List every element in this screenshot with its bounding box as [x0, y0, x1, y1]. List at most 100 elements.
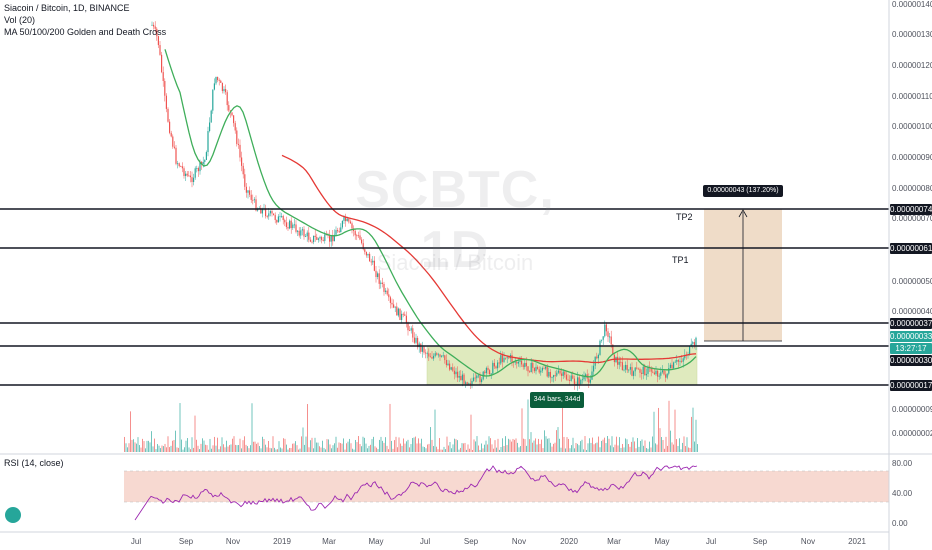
volume-bar	[355, 439, 356, 452]
candle	[191, 171, 193, 188]
candle	[212, 89, 214, 114]
volume-bar	[343, 438, 344, 452]
volume-bar	[472, 449, 473, 452]
volume-bar	[490, 438, 491, 452]
volume-bar	[376, 447, 377, 452]
volume-bar	[595, 443, 596, 452]
volume-bar	[238, 445, 239, 452]
candle	[321, 235, 323, 244]
volume-bar	[628, 444, 629, 452]
candle	[564, 370, 566, 378]
volume-bar	[446, 436, 448, 452]
candle	[370, 258, 372, 266]
candle	[332, 229, 334, 246]
tp2-label: TP2	[676, 212, 693, 222]
candle	[236, 127, 238, 147]
volume-bar	[535, 438, 536, 452]
price-tag: 0.00000037	[890, 318, 932, 329]
tradingview-logo-icon[interactable]	[5, 507, 21, 523]
candle	[244, 168, 246, 191]
rsi-legend[interactable]: RSI (14, close)	[4, 458, 64, 468]
volume-bar	[539, 443, 541, 452]
volume-bar	[440, 449, 442, 452]
volume-bar	[671, 442, 673, 452]
volume-bar	[638, 446, 640, 452]
volume-bar	[251, 403, 253, 452]
candle	[338, 227, 340, 234]
candle	[498, 357, 500, 368]
volume-bar	[506, 445, 508, 452]
candle	[428, 348, 430, 361]
price-tag: 0.00000030	[890, 355, 932, 366]
volume-bar	[223, 444, 224, 452]
candle	[386, 287, 388, 296]
volume-bar	[169, 447, 170, 452]
volume-bar	[487, 444, 488, 452]
volume-bar	[212, 445, 214, 452]
volume-bar	[607, 436, 608, 452]
volume-bar	[304, 444, 305, 452]
candle	[316, 233, 318, 241]
candle	[540, 366, 542, 376]
candle	[231, 112, 233, 117]
candle	[565, 371, 567, 381]
candle	[181, 162, 183, 173]
candle	[444, 354, 446, 364]
volume-bar	[529, 439, 530, 452]
candle	[169, 119, 171, 135]
volume-bar	[640, 440, 641, 452]
time-axis-label: 2021	[848, 537, 866, 546]
volume-bar	[137, 437, 139, 452]
tp1-label: TP1	[672, 255, 689, 265]
volume-legend[interactable]: Vol (20)	[4, 15, 36, 25]
volume-bar	[680, 449, 682, 452]
ma-legend[interactable]: MA 50/100/200 Golden and Death Cross	[4, 27, 167, 37]
volume-bar	[362, 436, 364, 452]
volume-bar	[155, 449, 157, 452]
volume-bar	[401, 445, 403, 452]
volume-bar	[182, 449, 184, 452]
candle	[605, 322, 607, 336]
candle	[159, 41, 161, 56]
rsi-band	[124, 471, 889, 502]
volume-bar	[367, 448, 368, 452]
volume-bar	[136, 443, 137, 452]
volume-bar	[307, 404, 308, 452]
volume-bar	[553, 443, 554, 452]
volume-bar	[568, 438, 569, 452]
volume-bar	[353, 449, 355, 452]
volume-bar	[469, 448, 470, 452]
candle	[674, 359, 676, 363]
volume-bar	[503, 445, 505, 452]
volume-bar	[544, 430, 545, 452]
candle	[461, 370, 463, 387]
time-axis-label: Mar	[322, 537, 336, 546]
volume-bar	[329, 444, 331, 452]
volume-bar	[338, 442, 340, 452]
volume-bar	[493, 448, 494, 452]
volume-bar	[436, 446, 437, 452]
candle	[165, 93, 167, 113]
symbol-legend[interactable]: Siacoin / Bitcoin, 1D, BINANCE	[4, 3, 130, 13]
volume-bar	[509, 439, 511, 452]
volume-bar	[163, 446, 164, 452]
candle	[637, 367, 639, 370]
volume-bar	[328, 439, 329, 452]
candle	[476, 374, 478, 382]
candle	[268, 208, 270, 220]
candle	[617, 352, 619, 369]
candle	[167, 107, 169, 123]
volume-bar	[685, 446, 686, 452]
volume-bar	[655, 443, 656, 452]
volume-bar	[272, 436, 274, 452]
candle	[237, 138, 239, 149]
volume-bar	[325, 449, 326, 452]
candle	[511, 350, 513, 367]
volume-bar	[623, 447, 625, 452]
volume-bar	[547, 438, 548, 452]
volume-bar	[479, 449, 481, 452]
candle	[453, 366, 455, 380]
volume-bar	[668, 400, 670, 452]
